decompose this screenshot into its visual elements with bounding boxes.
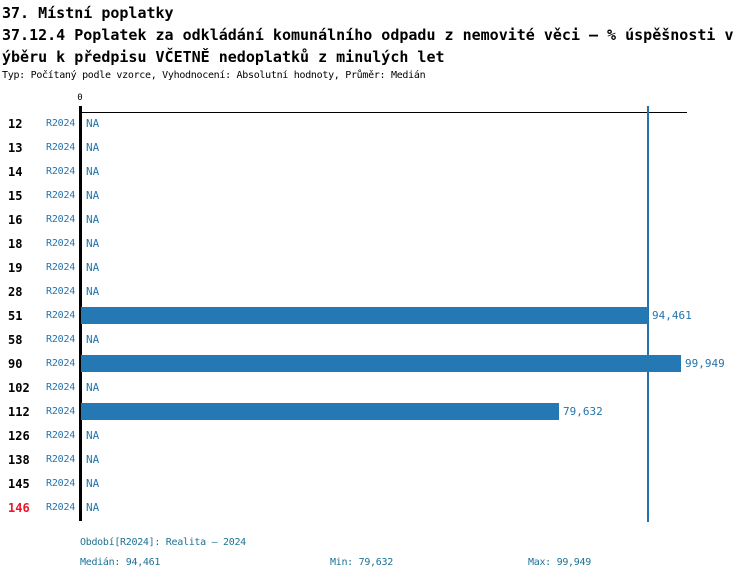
row-na-label: NA [86, 453, 100, 466]
chart-row: 13 R2024 NA [0, 136, 750, 160]
top-axis-line [80, 112, 687, 113]
chart-row: 126 R2024 NA [0, 424, 750, 448]
footer-median-value: Medián: 94,461 [80, 557, 161, 568]
value-bar [81, 355, 681, 372]
value-label: 79,632 [563, 405, 603, 418]
row-period-label: R2024 [46, 454, 76, 465]
chart-meta-info: Typ: Počítaný podle vzorce, Vyhodnocení:… [2, 70, 426, 81]
chart-row: 58 R2024 NA [0, 328, 750, 352]
chart-subtitle-line2: ýběru k předpisu VČETNĚ nedoplatků z min… [2, 48, 445, 66]
value-bar [81, 307, 648, 324]
row-category-label: 12 [8, 117, 23, 131]
chart-row: 15 R2024 NA [0, 184, 750, 208]
row-period-label: R2024 [46, 310, 76, 321]
row-category-label: 138 [8, 453, 30, 467]
chart-row: 102 R2024 NA [0, 376, 750, 400]
row-category-label: 112 [8, 405, 30, 419]
y-axis-line [79, 106, 82, 521]
row-na-label: NA [86, 165, 100, 178]
chart-row: 146 R2024 NA [0, 496, 750, 520]
footer-period-label: Období[R2024]: Realita – 2024 [80, 537, 246, 548]
row-category-label: 18 [8, 237, 23, 251]
row-period-label: R2024 [46, 406, 76, 417]
chart-subtitle-line1: 37.12.4 Poplatek za odkládání komunálníh… [2, 26, 734, 44]
row-na-label: NA [86, 237, 100, 250]
chart-row: 51 R2024 94,461 [0, 304, 750, 328]
row-na-label: NA [86, 117, 100, 130]
row-category-label: 58 [8, 333, 23, 347]
row-na-label: NA [86, 285, 100, 298]
row-na-label: NA [86, 381, 100, 394]
value-label: 99,949 [685, 357, 725, 370]
row-period-label: R2024 [46, 286, 76, 297]
row-na-label: NA [86, 141, 100, 154]
x-axis-zero-tick-label: 0 [77, 93, 83, 103]
row-na-label: NA [86, 189, 100, 202]
row-period-label: R2024 [46, 190, 76, 201]
chart-row: 90 R2024 99,949 [0, 352, 750, 376]
row-period-label: R2024 [46, 478, 76, 489]
chart-row: 18 R2024 NA [0, 232, 750, 256]
row-period-label: R2024 [46, 358, 76, 369]
row-na-label: NA [86, 501, 100, 514]
chart-row: 16 R2024 NA [0, 208, 750, 232]
median-reference-line [647, 106, 649, 522]
row-na-label: NA [86, 261, 100, 274]
row-period-label: R2024 [46, 166, 76, 177]
row-na-label: NA [86, 213, 100, 226]
value-label: 94,461 [652, 309, 692, 322]
value-bar [81, 403, 559, 420]
row-category-label: 14 [8, 165, 23, 179]
row-na-label: NA [86, 429, 100, 442]
chart-row: 112 R2024 79,632 [0, 400, 750, 424]
row-category-label: 102 [8, 381, 30, 395]
row-na-label: NA [86, 477, 100, 490]
chart-row: 12 R2024 NA [0, 112, 750, 136]
chart-row: 19 R2024 NA [0, 256, 750, 280]
row-category-label: 90 [8, 357, 23, 371]
row-period-label: R2024 [46, 262, 76, 273]
row-category-label: 19 [8, 261, 23, 275]
row-period-label: R2024 [46, 214, 76, 225]
row-category-label: 16 [8, 213, 23, 227]
chart-row: 145 R2024 NA [0, 472, 750, 496]
row-category-label: 51 [8, 309, 23, 323]
row-period-label: R2024 [46, 118, 76, 129]
row-category-label: 145 [8, 477, 30, 491]
page-title: 37. Místní poplatky [2, 4, 174, 22]
chart-row: 138 R2024 NA [0, 448, 750, 472]
chart-row: 14 R2024 NA [0, 160, 750, 184]
row-category-label: 28 [8, 285, 23, 299]
row-period-label: R2024 [46, 430, 76, 441]
row-period-label: R2024 [46, 238, 76, 249]
row-period-label: R2024 [46, 382, 76, 393]
row-category-label: 146 [8, 501, 30, 515]
footer-max-value: Max: 99,949 [528, 557, 591, 568]
row-period-label: R2024 [46, 334, 76, 345]
row-na-label: NA [86, 333, 100, 346]
chart-row: 28 R2024 NA [0, 280, 750, 304]
row-category-label: 126 [8, 429, 30, 443]
footer-min-value: Min: 79,632 [330, 557, 393, 568]
row-period-label: R2024 [46, 502, 76, 513]
row-category-label: 13 [8, 141, 23, 155]
row-category-label: 15 [8, 189, 23, 203]
row-period-label: R2024 [46, 142, 76, 153]
